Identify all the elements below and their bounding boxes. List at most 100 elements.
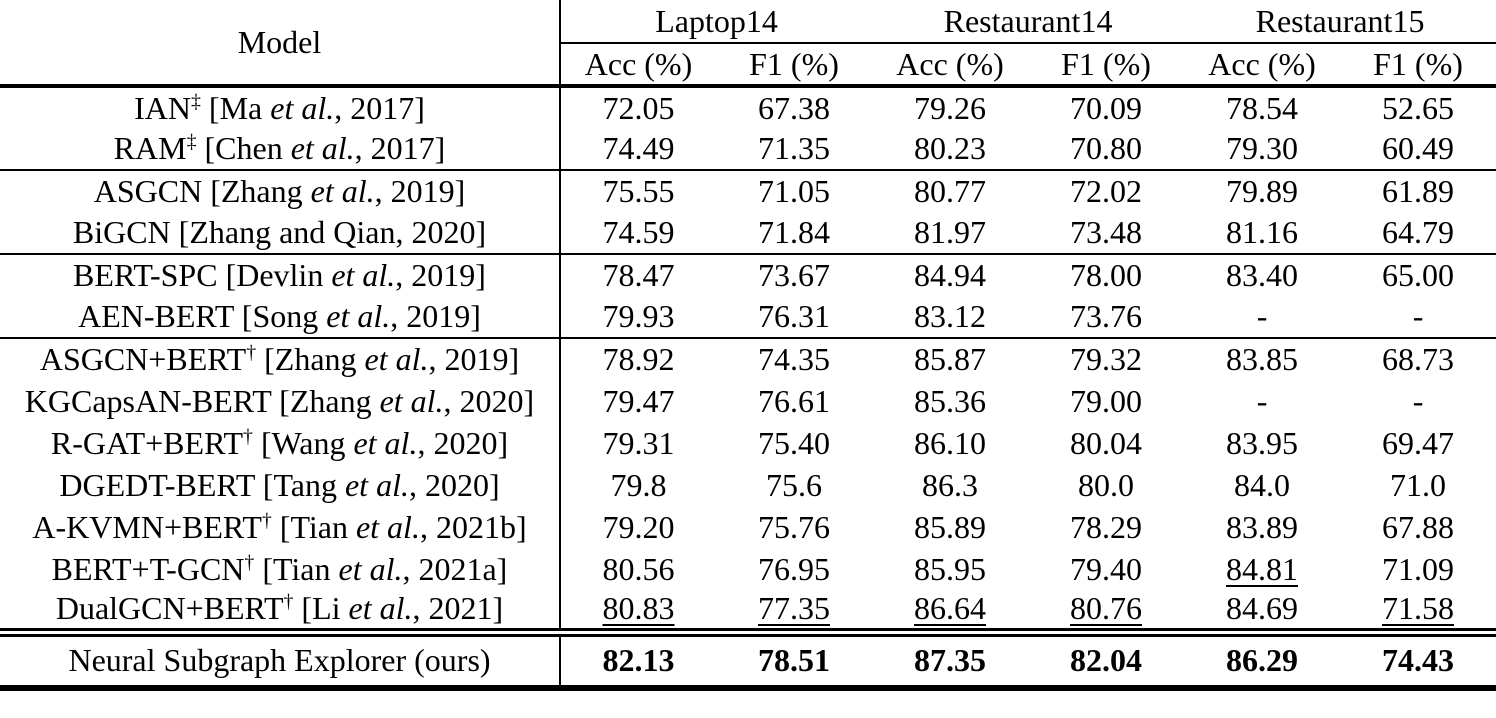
- value-cell: 71.58: [1340, 590, 1496, 632]
- model-cell: ASGCN [Zhang et al., 2019]: [0, 170, 561, 212]
- table-row: DualGCN+BERT† [Li et al., 2021] 80.83 77.3…: [0, 590, 1496, 632]
- model-cell: BERT+T-GCN† [Tian et al., 2021a]: [0, 548, 561, 590]
- value-cell: 77.35: [716, 590, 872, 632]
- model-text: BiGCN [Zhang and Qian, 2020]: [72, 214, 487, 250]
- value-cell: 82.13: [560, 632, 716, 688]
- value-cell: 67.38: [716, 86, 872, 128]
- subheader-cell: Acc (%): [896, 45, 1004, 82]
- value-cell: 81.16: [1184, 212, 1340, 254]
- value-cell: 78.51: [716, 632, 872, 688]
- value-text: 67.88: [1382, 508, 1455, 545]
- value-cell: 71.0: [1340, 464, 1496, 506]
- subheader-cell: F1 (%): [1373, 45, 1463, 82]
- value-cell: 84.94: [872, 254, 1028, 296]
- value-cell: 75.40: [716, 422, 872, 464]
- value-cell: 79.20: [560, 506, 716, 548]
- value-text: 75.40: [758, 424, 830, 461]
- value-cell: 84.0: [1184, 464, 1340, 506]
- model-cell: IAN‡ [Ma et al., 2017]: [0, 86, 561, 128]
- value-cell: 74.35: [716, 338, 872, 380]
- model-text: , 2019]: [395, 257, 486, 293]
- results-group: IAN‡ [Ma et al., 2017] 72.05 67.38 79.26 70.…: [0, 86, 1496, 170]
- value-cell: 78.47: [560, 254, 716, 296]
- value-cell: 78.92: [560, 338, 716, 380]
- value-cell: 74.59: [560, 212, 716, 254]
- value-text: 79.31: [602, 424, 675, 461]
- value-text: -: [1256, 382, 1268, 419]
- model-text: BERT-SPC [Devlin: [73, 257, 332, 293]
- value-text: 74.49: [602, 130, 675, 166]
- dataset-header-row: Model Laptop14 Restaurant14 Restaurant15: [0, 0, 1496, 86]
- value-text: 80.77: [914, 173, 987, 209]
- value-cell: 76.61: [716, 380, 872, 422]
- value-text: 83.95: [1226, 424, 1299, 461]
- value-cell: 71.09: [1340, 548, 1496, 590]
- model-text: Neural Subgraph Explorer (ours): [68, 642, 491, 679]
- value-cell: 75.76: [716, 506, 872, 548]
- value-cell: 86.3: [872, 464, 1028, 506]
- value-cell: 72.02: [1028, 170, 1184, 212]
- value-text: 80.04: [1070, 424, 1143, 461]
- value-cell: 82.04: [1028, 632, 1184, 688]
- value-text: 79.47: [602, 382, 675, 419]
- model-cell: AEN-BERT [Song et al., 2019]: [0, 296, 561, 338]
- value-cell: 79.8: [560, 464, 716, 506]
- value-text: 83.85: [1226, 341, 1299, 377]
- subheader-cell: F1 (%): [1061, 45, 1151, 82]
- model-cell: KGCapsAN-BERT [Zhang et al., 2020]: [0, 380, 561, 422]
- table-row: BiGCN [Zhang and Qian, 2020] 74.59 71.84 81…: [0, 212, 1496, 254]
- value-cell: 73.48: [1028, 212, 1184, 254]
- model-text: ASGCN+BERT: [39, 341, 247, 377]
- value-text: 75.55: [602, 173, 675, 209]
- table-row: A-KVMN+BERT† [Tian et al., 2021b] 79.20 75…: [0, 506, 1496, 548]
- value-text: 78.47: [602, 257, 675, 293]
- model-text: , 2020]: [408, 466, 500, 503]
- value-cell: 83.95: [1184, 422, 1340, 464]
- value-text: 77.35: [758, 590, 830, 627]
- value-cell: 84.69: [1184, 590, 1340, 632]
- value-text: 70.09: [1070, 89, 1143, 126]
- dataset-header-restaurant15: Restaurant15: [1184, 0, 1496, 44]
- value-cell: 76.95: [716, 548, 872, 590]
- citation-et-al: et al.: [290, 130, 355, 166]
- value-cell: 79.00: [1028, 380, 1184, 422]
- value-text: 79.89: [1226, 173, 1299, 209]
- results-group: ASGCN [Zhang et al., 2019] 75.55 71.05 80.7…: [0, 170, 1496, 254]
- value-text: 85.95: [914, 550, 987, 587]
- citation-et-al: et al.: [364, 341, 429, 377]
- value-text: 75.76: [758, 508, 830, 545]
- dagger-marker: †: [261, 508, 272, 531]
- value-text: 82.04: [1070, 642, 1143, 679]
- value-cell: 85.89: [872, 506, 1028, 548]
- subheader-cell: Acc (%): [1208, 45, 1316, 82]
- value-text: 79.8: [610, 466, 667, 503]
- value-text: 83.12: [914, 298, 987, 334]
- value-text: 79.93: [602, 298, 675, 334]
- value-cell: 80.56: [560, 548, 716, 590]
- value-text: 85.36: [914, 382, 987, 419]
- value-text: 65.00: [1382, 257, 1455, 293]
- value-cell: 71.84: [716, 212, 872, 254]
- dataset-header-laptop14: Laptop14: [560, 0, 873, 44]
- value-text: 69.47: [1382, 424, 1455, 461]
- value-cell: 79.40: [1028, 548, 1184, 590]
- model-text: , 2020]: [443, 382, 535, 419]
- value-text: 81.97: [914, 214, 987, 250]
- model-cell: BiGCN [Zhang and Qian, 2020]: [0, 212, 561, 254]
- value-cell: 74.43: [1340, 632, 1496, 688]
- value-text: 85.87: [914, 341, 987, 377]
- value-cell: 80.0: [1028, 464, 1184, 506]
- value-cell: 69.47: [1340, 422, 1496, 464]
- value-cell: 71.35: [716, 128, 872, 170]
- value-text: 83.40: [1226, 257, 1299, 293]
- value-cell: 84.81: [1184, 548, 1340, 590]
- value-text: 72.05: [602, 89, 675, 126]
- model-text: [Ma: [200, 89, 271, 126]
- model-cell: RAM‡ [Chen et al., 2017]: [0, 128, 561, 170]
- subheader-cell: F1 (%): [749, 45, 839, 82]
- results-group: ASGCN+BERT† [Zhang et al., 2019] 78.92 74.…: [0, 338, 1496, 632]
- model-text: IAN: [134, 89, 191, 126]
- value-text: 72.02: [1070, 173, 1143, 209]
- model-text: [Chen: [196, 130, 291, 166]
